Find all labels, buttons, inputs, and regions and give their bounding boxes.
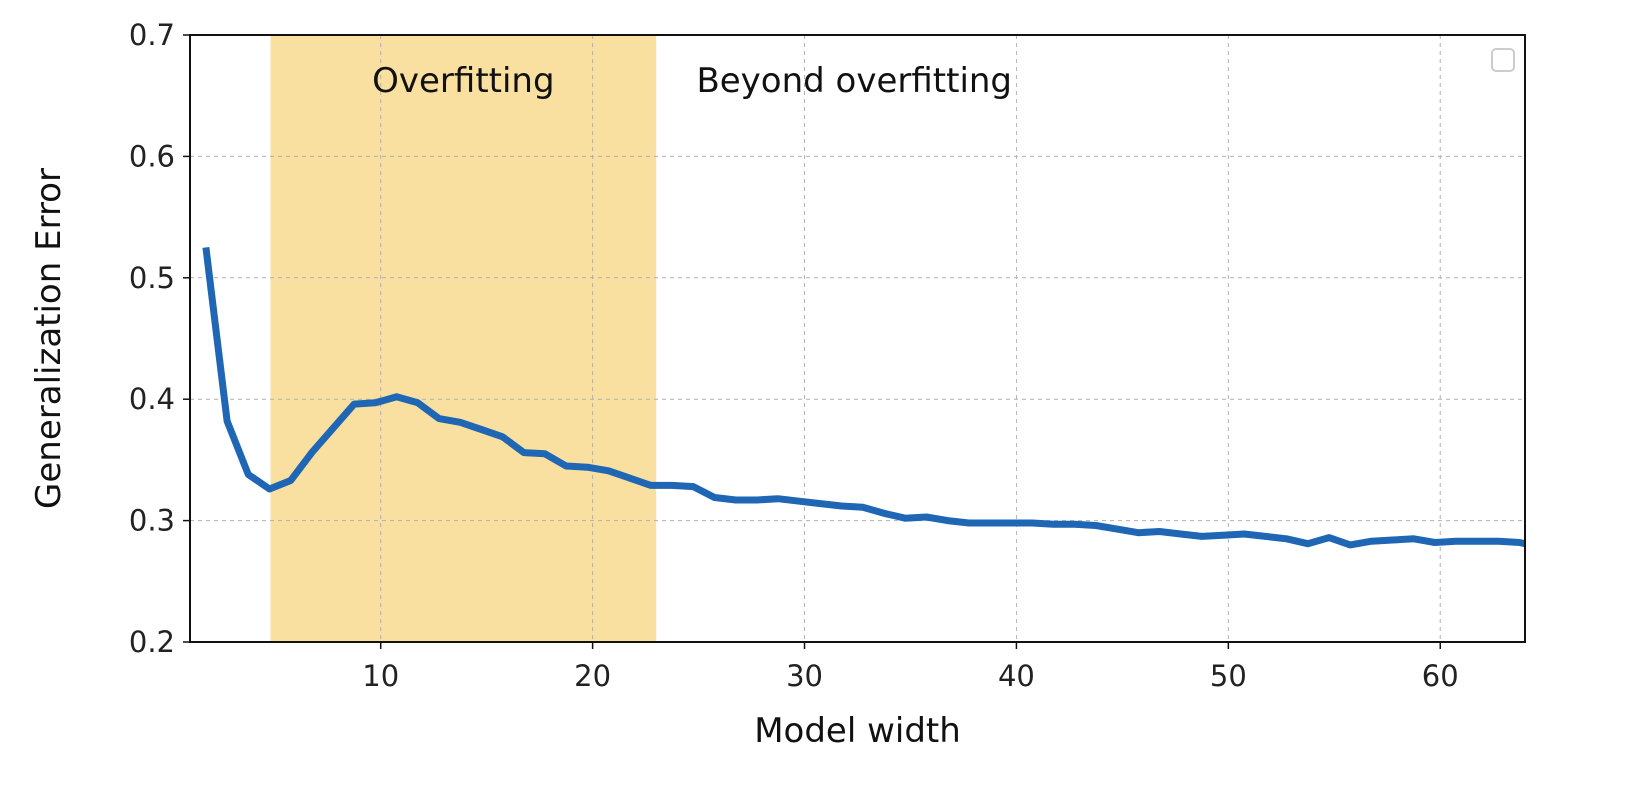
- y-tick-label: 0.6: [129, 139, 175, 173]
- x-tick-label: 40: [998, 659, 1035, 693]
- legend-box: [1491, 48, 1515, 72]
- annotation-beyond-overfitting: Beyond overfitting: [696, 61, 1012, 101]
- x-tick-label: 10: [362, 659, 399, 693]
- x-tick-label: 20: [574, 659, 611, 693]
- y-tick-label: 0.7: [129, 18, 175, 52]
- x-tick-label: 30: [786, 659, 823, 693]
- y-tick-label: 0.3: [129, 504, 175, 538]
- x-tick-label: 60: [1422, 659, 1459, 693]
- shaded-region-overfitting: [270, 35, 657, 642]
- y-axis-label: Generalization Error: [29, 168, 69, 509]
- y-tick-label: 0.5: [129, 261, 175, 295]
- plot-frame: [189, 34, 1526, 643]
- tick-layer: 10 20 30 40 50 60 0.2 0.3 0.4 0.5 0.6 0.7: [129, 18, 1459, 693]
- annotation-overfitting: Overfitting: [372, 61, 554, 101]
- y-tick-label: 0.2: [129, 625, 175, 659]
- y-tick-label: 0.4: [129, 382, 175, 416]
- series-layer: [202, 246, 1526, 549]
- x-tick-label: 50: [1210, 659, 1247, 693]
- series-line: [202, 246, 1526, 549]
- shaded-region-layer: [270, 35, 657, 642]
- x-axis-label: Model width: [754, 711, 961, 751]
